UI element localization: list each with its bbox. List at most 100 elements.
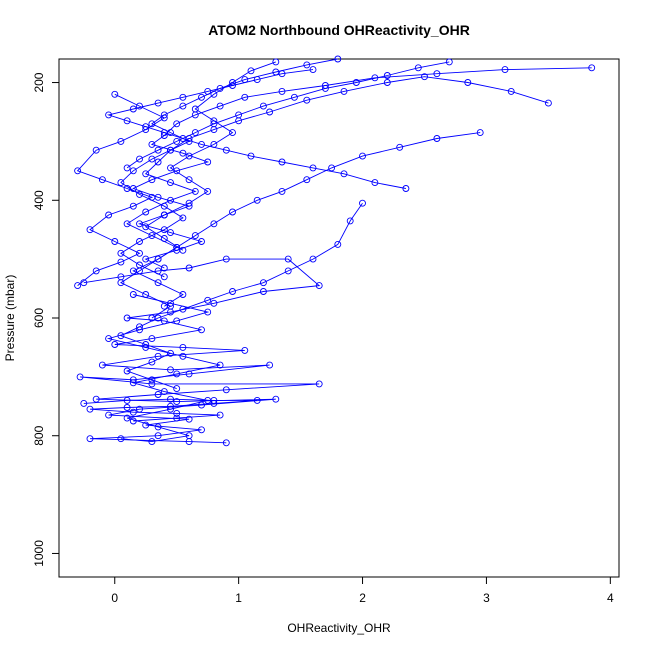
data-point: [167, 179, 174, 187]
data-point: [185, 176, 193, 184]
data-point: [173, 167, 181, 175]
data-point: [241, 76, 249, 84]
series-line: [83, 398, 258, 422]
data-point: [179, 343, 187, 351]
data-point: [167, 395, 174, 403]
y-axis: 200 400 600 800 1000: [32, 72, 60, 567]
series-line: [119, 202, 363, 390]
data-point: [253, 196, 261, 204]
data-point: [92, 267, 100, 275]
data-point: [266, 108, 274, 116]
data-point: [278, 187, 286, 195]
data-point: [216, 84, 224, 92]
data-point: [173, 137, 181, 145]
data-point: [167, 366, 174, 374]
data-point: [216, 361, 224, 369]
data-point: [167, 349, 174, 357]
data-point: [359, 152, 366, 160]
series-line: [80, 258, 321, 444]
data-point: [198, 426, 205, 434]
data-point: [179, 93, 187, 101]
data-point: [185, 370, 193, 378]
series-6: [117, 199, 366, 393]
data-point: [191, 232, 199, 240]
data-point: [136, 261, 143, 269]
data-point: [117, 258, 125, 266]
data-point: [383, 72, 391, 79]
data-point: [185, 415, 193, 423]
data-point: [507, 87, 515, 95]
x-axis-label: OHReactivity_OHR: [287, 621, 391, 635]
data-point: [253, 396, 261, 404]
y-tick-label: 400: [32, 190, 46, 210]
data-point: [191, 105, 199, 113]
data-point: [129, 202, 137, 210]
data-point: [210, 396, 218, 404]
data-point: [210, 299, 218, 307]
data-point: [198, 93, 205, 101]
data-point: [179, 135, 187, 142]
data-point: [204, 187, 212, 195]
data-point: [123, 164, 131, 172]
data-point: [136, 238, 143, 245]
data-point: [222, 439, 230, 447]
data-point: [247, 67, 255, 75]
data-point: [290, 93, 298, 101]
data-point: [501, 66, 509, 74]
data-series-layer: [74, 55, 596, 447]
data-point: [154, 391, 162, 398]
data-point: [198, 140, 205, 148]
data-point: [167, 402, 174, 410]
data-point: [241, 346, 249, 354]
data-point: [154, 432, 162, 440]
data-point: [210, 399, 218, 407]
data-point: [179, 352, 187, 360]
data-point: [303, 61, 311, 69]
data-point: [229, 288, 236, 295]
series-2: [129, 64, 596, 272]
series-3: [123, 73, 552, 310]
data-point: [148, 232, 156, 240]
data-point: [129, 291, 137, 298]
x-tick-label: 2: [359, 591, 366, 605]
data-point: [235, 111, 243, 119]
data-point: [476, 129, 484, 137]
data-point: [173, 414, 181, 422]
series-10: [105, 291, 224, 446]
data-point: [80, 399, 88, 407]
data-point: [160, 388, 168, 396]
data-point: [167, 196, 174, 204]
data-point: [191, 129, 199, 137]
data-point: [123, 314, 131, 322]
data-point: [198, 326, 205, 334]
data-point: [204, 296, 212, 304]
data-point: [173, 243, 181, 251]
data-point: [76, 373, 84, 381]
data-point: [142, 343, 150, 351]
data-point: [216, 411, 224, 419]
data-point: [136, 155, 143, 163]
series-line: [126, 76, 549, 307]
data-point: [222, 146, 230, 154]
x-tick-label: 4: [607, 591, 614, 605]
series-line: [120, 58, 338, 278]
data-point: [148, 120, 156, 128]
data-point: [402, 185, 410, 192]
data-point: [136, 220, 143, 228]
data-point: [259, 279, 267, 287]
data-point: [154, 158, 162, 166]
data-point: [148, 140, 156, 148]
data-point: [191, 187, 199, 195]
data-point: [167, 164, 174, 172]
data-point: [123, 414, 131, 422]
data-point: [142, 223, 150, 231]
data-point: [278, 158, 286, 166]
data-point: [185, 137, 193, 145]
data-point: [136, 190, 143, 198]
data-point: [309, 66, 317, 74]
series-line: [132, 67, 592, 269]
series-7: [74, 90, 168, 290]
data-point: [123, 367, 131, 375]
data-point: [173, 398, 181, 406]
data-point: [303, 96, 311, 104]
